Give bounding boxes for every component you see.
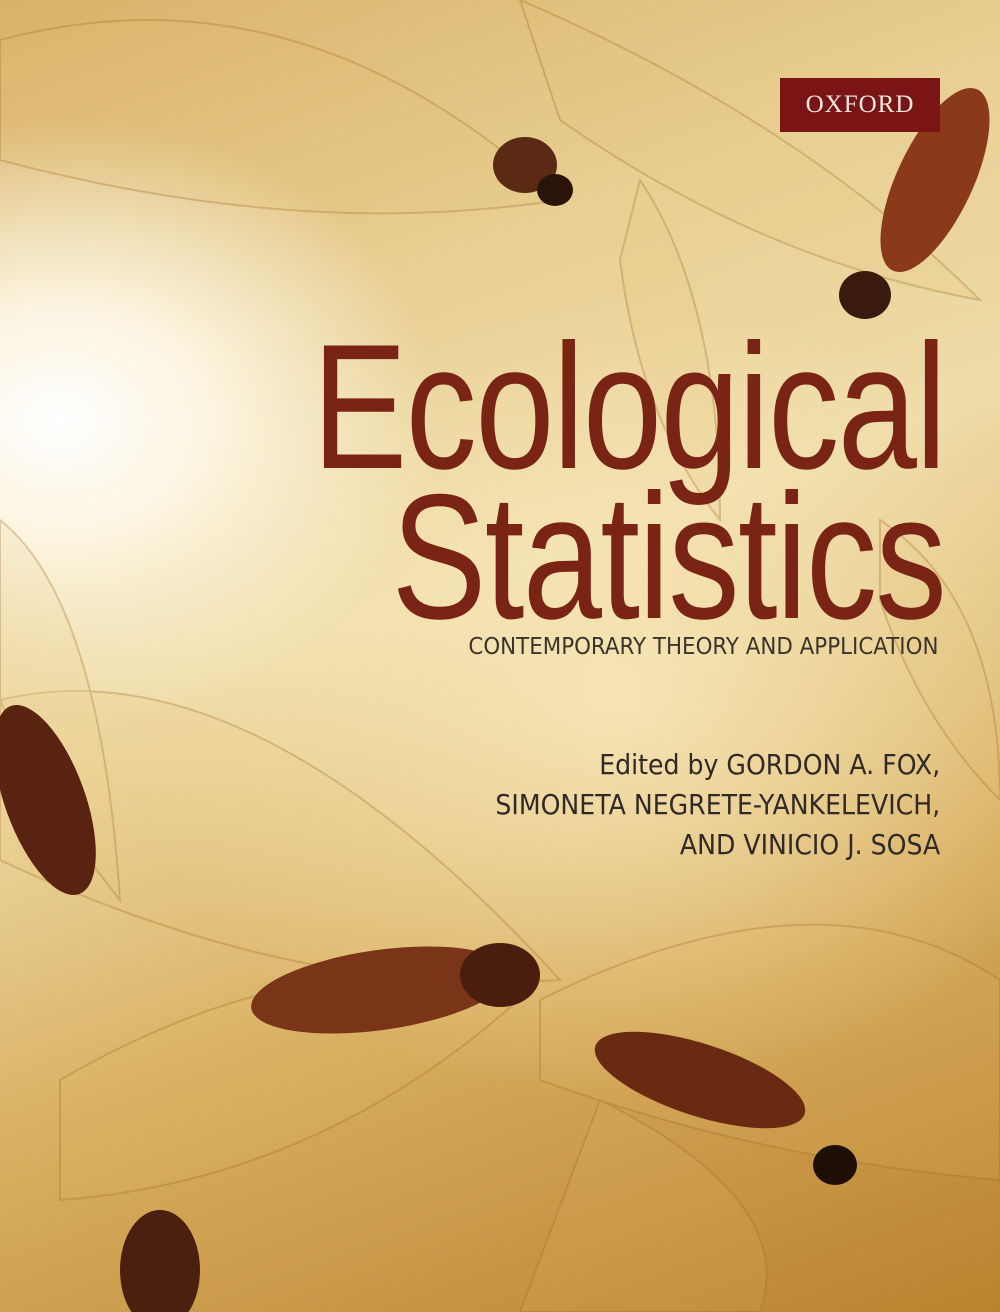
editors: Edited by GORDON A. FOX, SIMONETA NEGRET… (495, 745, 940, 865)
editor-line: SIMONETA NEGRETE-YANKELEVICH, (495, 788, 940, 821)
title-line-2: Statistics (391, 457, 946, 656)
publisher-name: OXFORD (805, 91, 915, 118)
editor-line: AND VINICIO J. SOSA (679, 828, 940, 861)
editor-line: Edited by GORDON A. FOX, (598, 748, 940, 781)
subtitle: CONTEMPORARY THEORY AND APPLICATION (467, 634, 938, 660)
publisher-logo: OXFORD (780, 78, 940, 132)
title-line-1: Ecological (311, 307, 947, 506)
